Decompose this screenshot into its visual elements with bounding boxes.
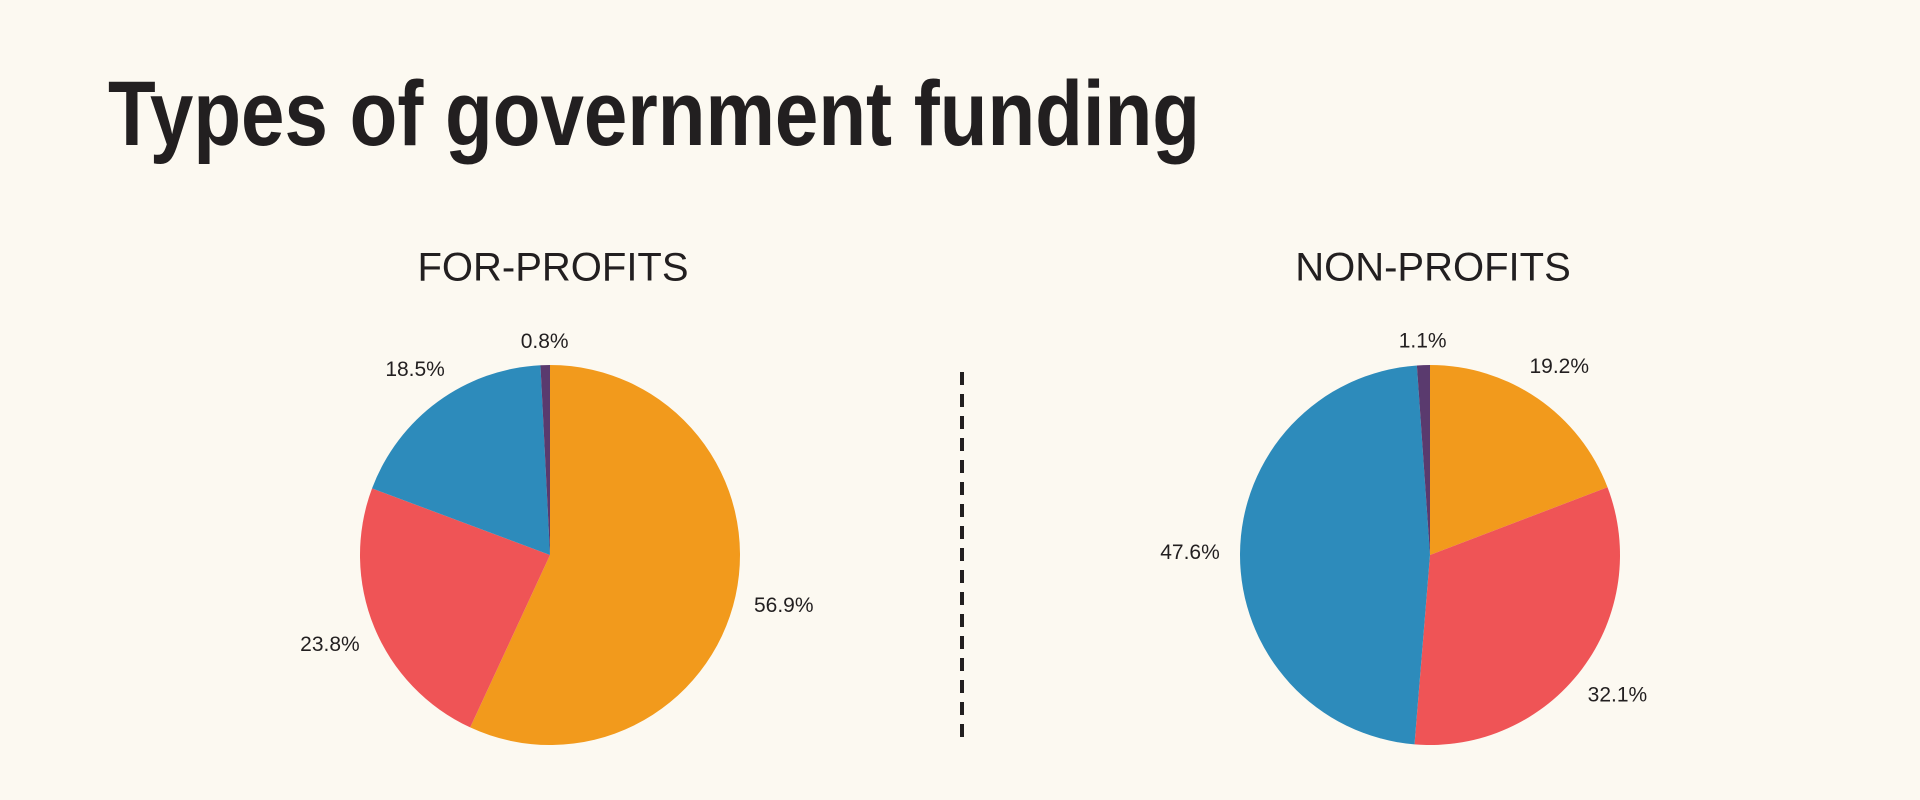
page-title: Types of government funding (108, 63, 1200, 165)
data-label: 47.6% (1160, 541, 1220, 564)
data-label: 56.9% (754, 594, 814, 617)
pie-slice (1239, 365, 1430, 745)
pie-slice (1416, 365, 1430, 555)
chart-title: FOR-PROFITS (417, 246, 688, 290)
pie-slice (1430, 365, 1608, 555)
pie-slice (372, 365, 550, 555)
data-label: 23.8% (300, 633, 360, 656)
data-label: 18.5% (385, 358, 445, 381)
chart-title: NON-PROFITS (1295, 246, 1571, 290)
data-label: 1.1% (1399, 330, 1447, 353)
data-label: 19.2% (1529, 355, 1589, 378)
data-label: 0.8% (521, 330, 569, 353)
pie-slice (1414, 487, 1620, 745)
pie-slice (540, 365, 550, 555)
pie-slice (470, 365, 740, 746)
data-label: 32.1% (1588, 683, 1648, 706)
pie-slice (359, 488, 550, 728)
